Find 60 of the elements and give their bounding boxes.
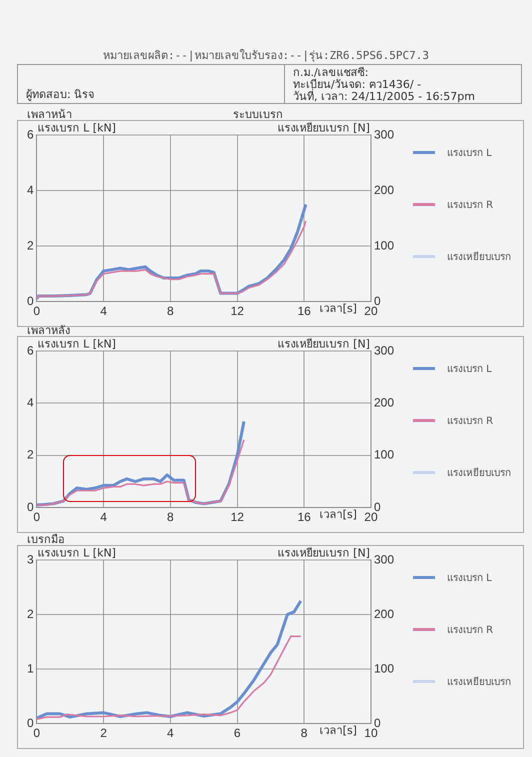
x-tick-label: 4 bbox=[100, 510, 108, 524]
y-tick-label: 0 bbox=[26, 500, 34, 514]
y2-tick-label: 300 bbox=[374, 343, 394, 358]
text: ผู้ทดสอบ: นิรจ bbox=[26, 88, 94, 101]
x-tick-label: 12 bbox=[230, 304, 244, 318]
x-tick-label: 8 bbox=[300, 726, 308, 740]
y-tick-label: 6 bbox=[26, 343, 34, 358]
y-axis-title: แรงเบรก L [kN] bbox=[38, 337, 116, 350]
y2-axis-title: แรงเหยียบเบรก [N] bbox=[278, 546, 370, 560]
y-tick-label: 6 bbox=[26, 127, 34, 142]
x-tick-label: 16 bbox=[297, 304, 312, 318]
x-tick-label: 8 bbox=[167, 304, 174, 318]
chart-title: เพลาหลัง bbox=[27, 323, 70, 339]
legend-label: แรงเบรก L bbox=[447, 362, 492, 376]
text: วันที่, เวลา: 24/11/2005 - 16:57pm bbox=[293, 90, 475, 103]
x-tick-label: 12 bbox=[230, 510, 244, 524]
chart-subtitle: ระบบเบรก bbox=[233, 107, 283, 122]
x-tick-label: 6 bbox=[234, 726, 241, 740]
x-tick-label: 8 bbox=[167, 510, 174, 524]
text: ก.ม./เลขแชสซี: bbox=[293, 66, 370, 79]
y-tick-label: 3 bbox=[26, 552, 34, 566]
y-tick-label: 1 bbox=[26, 661, 34, 676]
x-tick-label: 4 bbox=[167, 726, 174, 740]
y-tick-label: 2 bbox=[26, 448, 34, 462]
chart-title: เบรกมือ bbox=[27, 532, 65, 548]
y-axis-title: แรงเบรก L [kN] bbox=[38, 546, 116, 560]
x-axis-title: เวลา[s] bbox=[320, 508, 357, 521]
y2-tick-label: 200 bbox=[374, 182, 394, 197]
y2-axis-title: แรงเหยียบเบรก [N] bbox=[278, 121, 370, 134]
legend-label: แรงเหยียบเบรก bbox=[447, 676, 511, 688]
y2-axis-title: แรงเหยียบเบรก [N] bbox=[278, 337, 370, 350]
y2-tick-label: 100 bbox=[374, 238, 394, 252]
x-tick-label: 2 bbox=[100, 726, 108, 740]
y2-tick-label: 100 bbox=[374, 661, 394, 676]
legend-label: แรงเบรก R bbox=[447, 624, 494, 636]
legend-label: แรงเบรก R bbox=[447, 414, 494, 428]
legend-label: แรงเบรก L bbox=[447, 146, 492, 160]
x-tick-label: 4 bbox=[100, 304, 108, 318]
legend-label: แรงเหยียบเบรก bbox=[447, 250, 511, 264]
chart-title: เพลาหน้า bbox=[27, 107, 72, 123]
y-tick-label: 0 bbox=[26, 294, 34, 308]
y2-tick-label: 100 bbox=[374, 448, 394, 462]
text: ทะเบียน/วันจด: ฅว1436/ - bbox=[293, 78, 422, 91]
y-tick-label: 2 bbox=[26, 238, 34, 252]
x-axis-title: เวลา[s] bbox=[320, 302, 357, 315]
y2-tick-label: 300 bbox=[374, 552, 394, 566]
y-tick-label: 0 bbox=[26, 716, 34, 730]
y-axis-title: แรงเบรก L [kN] bbox=[38, 121, 116, 134]
legend-label: แรงเบรก R bbox=[447, 198, 494, 212]
x-tick-label: 16 bbox=[297, 510, 312, 524]
y-tick-label: 2 bbox=[26, 606, 34, 621]
legend-label: แรงเบรก L bbox=[447, 572, 492, 584]
x-axis-title: เวลา[s] bbox=[320, 724, 357, 737]
y-tick-label: 4 bbox=[26, 396, 34, 410]
y2-tick-label: 300 bbox=[374, 127, 394, 142]
legend-label: แรงเหยียบเบรก bbox=[447, 466, 511, 480]
y2-tick-label: 200 bbox=[374, 396, 394, 410]
y2-tick-label: 200 bbox=[374, 606, 394, 621]
y-tick-label: 4 bbox=[26, 182, 34, 197]
text: หมายเลขผลิต:--|หมายเลขใบรับรอง:--|รุ่น:ZR6.5PS6.5PC7.3 bbox=[102, 48, 430, 64]
